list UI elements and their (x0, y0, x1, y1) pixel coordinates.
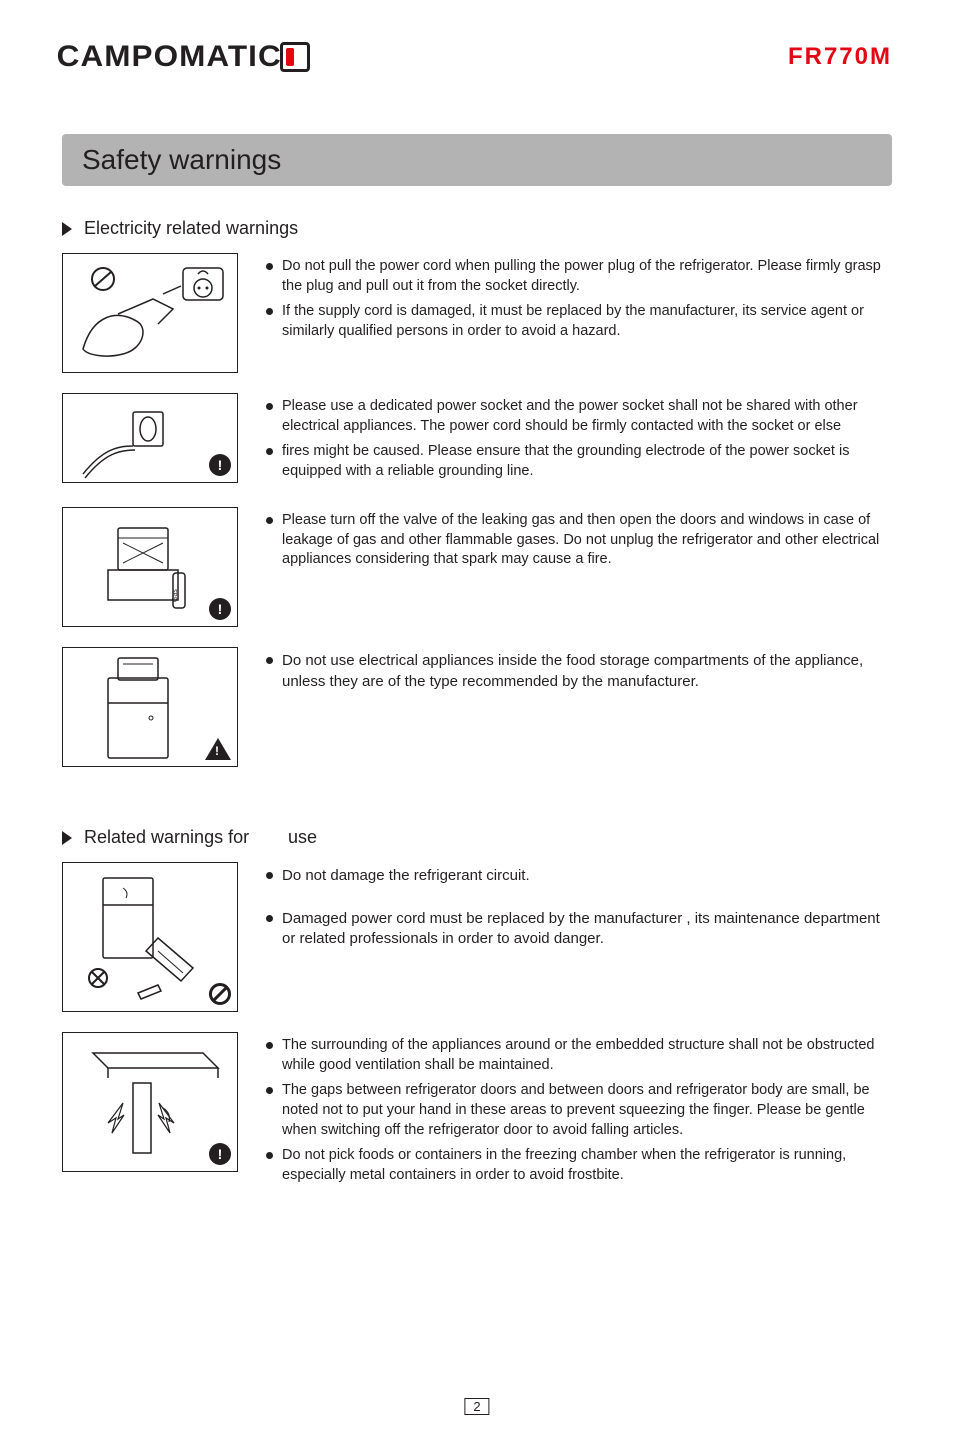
brand-icon (280, 42, 310, 72)
bullet-list: Do not pull the power cord when pulling … (266, 253, 892, 347)
warning-row: ! Please use a dedicated power socket an… (62, 393, 892, 487)
brand-text: CAMPOMATIC (57, 40, 282, 74)
subhead-electricity-label: Electricity related warnings (84, 218, 298, 239)
bullet-item: If the supply cord is damaged, it must b… (266, 302, 892, 341)
warning-row: Gas ! Please turn off the valve of the l… (62, 507, 892, 627)
warning-row: Do not use electrical appliances inside … (62, 647, 892, 767)
bullet-item: Please turn off the valve of the leaking… (266, 511, 892, 570)
subhead-related-left: Related warnings for (84, 827, 264, 848)
illustration-socket: ! (62, 393, 238, 483)
bullet-list: Please turn off the valve of the leaking… (266, 507, 892, 576)
arrow-icon (62, 222, 72, 236)
subhead-electricity: Electricity related warnings (62, 218, 892, 239)
bullet-item: The gaps between refrigerator doors and … (266, 1081, 892, 1140)
illustration-ventilation: ! (62, 1032, 238, 1172)
bullet-item: Please use a dedicated power socket and … (266, 397, 892, 436)
illustration-plug-pull (62, 253, 238, 373)
warning-badge-icon: ! (209, 454, 231, 476)
bullet-list: Do not use electrical appliances inside … (266, 647, 892, 698)
svg-text:Gas: Gas (172, 589, 179, 602)
warning-row: Do not damage the refrigerant circuit. D… (62, 862, 892, 1012)
illustration-appliance-inside (62, 647, 238, 767)
bullet-item: Do not use electrical appliances inside … (266, 651, 892, 692)
bullet-item: fires might be caused. Please ensure tha… (266, 442, 892, 481)
page-number: 2 (464, 1398, 489, 1415)
bullet-item: The surrounding of the appliances around… (266, 1036, 892, 1075)
bullet-list: Do not damage the refrigerant circuit. D… (266, 862, 892, 955)
subhead-related: Related warnings for use (62, 827, 892, 848)
subhead-related-right: use (288, 827, 317, 848)
illustration-no-damage (62, 862, 238, 1012)
brand-logo: CAMPOMATIC (62, 40, 310, 74)
section-title: Safety warnings (62, 134, 892, 186)
warning-row: Do not pull the power cord when pulling … (62, 253, 892, 373)
bullet-item: Do not pick foods or containers in the f… (266, 1146, 892, 1185)
bullet-item: Do not damage the refrigerant circuit. (266, 866, 892, 886)
model-code: FR770M (788, 43, 892, 71)
warning-row: ! The surrounding of the appliances arou… (62, 1032, 892, 1191)
bullet-item: Damaged power cord must be replaced by t… (266, 909, 892, 950)
illustration-gas-leak: Gas ! (62, 507, 238, 627)
page-header: CAMPOMATIC FR770M (62, 40, 892, 74)
caution-badge-icon (205, 738, 231, 760)
bullet-list: The surrounding of the appliances around… (266, 1032, 892, 1191)
bullet-item: Do not pull the power cord when pulling … (266, 257, 892, 296)
arrow-icon (62, 831, 72, 845)
bullet-list: Please use a dedicated power socket and … (266, 393, 892, 487)
